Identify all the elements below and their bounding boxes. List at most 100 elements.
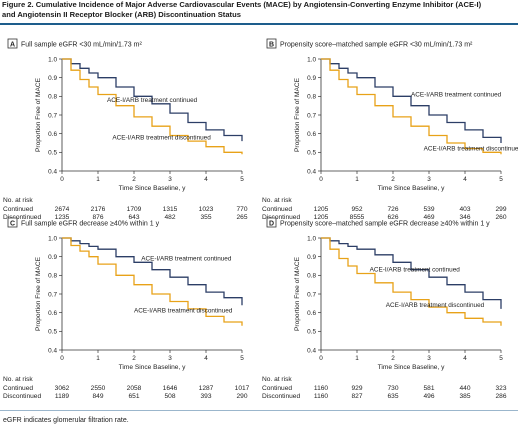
- footnote-rule: [0, 410, 518, 411]
- risk-value-continued: 1205: [314, 206, 329, 213]
- panel-title: Propensity score–matched sample eGFR <30…: [280, 41, 473, 48]
- panel-title: Full sample eGFR <30 mL/min/1.73 m²: [21, 41, 142, 48]
- risk-value-discontinued: 496: [423, 393, 434, 400]
- risk-value-discontinued: 827: [351, 393, 362, 400]
- risk-value-continued: 952: [351, 206, 362, 213]
- panel-letter-box: [7, 38, 18, 49]
- y-tick-label: 0.9: [307, 254, 316, 261]
- risk-value-discontinued: 876: [92, 214, 103, 221]
- panel-d: D Propensity score–matched sample eGFR de…: [259, 213, 517, 405]
- risk-row-label-discontinued: Discontinued: [3, 393, 41, 400]
- risk-value-continued: 2176: [91, 206, 106, 213]
- risk-value-discontinued: 1189: [55, 393, 70, 400]
- risk-value-discontinued: 1205: [314, 214, 329, 221]
- x-tick-label: 4: [463, 176, 467, 183]
- panel-c: C Full sample eGFR decrease ≥40% within 1…: [0, 213, 258, 405]
- risk-value-discontinued: 508: [164, 393, 175, 400]
- risk-row-label-continued: Continued: [3, 385, 33, 392]
- series-label: ACE-I/ARB treatment discontinued: [134, 308, 233, 315]
- panel-letter: B: [269, 41, 274, 48]
- y-tick-label: 0.6: [307, 310, 316, 317]
- y-tick-label: 1.0: [307, 56, 316, 63]
- risk-value-discontinued: 260: [495, 214, 506, 221]
- y-tick-label: 0.8: [48, 273, 57, 280]
- risk-value-discontinued: 385: [459, 393, 470, 400]
- x-tick-label: 1: [96, 176, 100, 183]
- risk-value-discontinued: 286: [495, 393, 506, 400]
- risk-value-continued: 299: [495, 206, 506, 213]
- x-tick-label: 4: [463, 355, 467, 362]
- x-tick-label: 0: [60, 355, 64, 362]
- risk-value-continued: 1709: [127, 206, 142, 213]
- panel-letter-box: [266, 38, 277, 49]
- y-tick-label: 0.8: [48, 94, 57, 101]
- y-axis-label: Proportion Free of MACE: [294, 77, 301, 152]
- series-line: [321, 58, 502, 155]
- x-tick-label: 0: [319, 176, 323, 183]
- risk-row-label-discontinued: Discontinued: [3, 214, 41, 221]
- risk-value-discontinued: 1235: [55, 214, 70, 221]
- risk-value-discontinued: 643: [128, 214, 139, 221]
- y-tick-label: 0.7: [307, 112, 316, 119]
- y-tick-label: 0.5: [48, 150, 57, 157]
- risk-header: No. at risk: [3, 197, 33, 204]
- risk-value-continued: 3062: [55, 385, 70, 392]
- series-label: ACE-I/ARB treatment discontinued: [424, 145, 518, 152]
- x-tick-label: 4: [204, 355, 208, 362]
- y-tick-label: 0.5: [307, 329, 316, 336]
- risk-value-discontinued: 635: [387, 393, 398, 400]
- y-tick-label: 0.9: [48, 254, 57, 261]
- x-tick-label: 1: [355, 176, 359, 183]
- risk-value-continued: 323: [495, 385, 506, 392]
- series-line: [321, 58, 502, 143]
- panel-b: B Propensity score–matched sample eGFR <3…: [259, 34, 518, 226]
- risk-value-continued: 929: [351, 385, 362, 392]
- series-line: [62, 237, 243, 326]
- risk-value-continued: 1646: [163, 385, 178, 392]
- y-tick-label: 0.5: [307, 150, 316, 157]
- series-line: [62, 58, 243, 155]
- x-tick-label: 2: [132, 355, 136, 362]
- risk-value-continued: 1315: [163, 206, 178, 213]
- panel-a: A Full sample eGFR <30 mL/min/1.73 m² 0.4 0…: [0, 34, 258, 226]
- risk-value-discontinued: 8555: [350, 214, 365, 221]
- risk-value-discontinued: 1160: [314, 393, 329, 400]
- x-tick-label: 1: [96, 355, 100, 362]
- x-axis-label: Time Since Baseline, y: [378, 185, 446, 192]
- x-tick-label: 5: [240, 355, 244, 362]
- y-axis-label: Proportion Free of MACE: [294, 256, 301, 331]
- risk-value-continued: 440: [459, 385, 470, 392]
- risk-value-continued: 2550: [91, 385, 106, 392]
- y-tick-label: 0.5: [48, 329, 57, 336]
- panel-title: Full sample eGFR decrease ≥40% within 1 …: [21, 220, 160, 227]
- risk-value-discontinued: 469: [423, 214, 434, 221]
- risk-value-continued: 2058: [127, 385, 142, 392]
- risk-row-label-discontinued: Discontinued: [262, 393, 300, 400]
- x-tick-label: 0: [319, 355, 323, 362]
- series-line: [321, 237, 502, 326]
- x-axis-label: Time Since Baseline, y: [378, 364, 446, 371]
- y-tick-label: 0.4: [48, 347, 57, 354]
- y-tick-label: 1.0: [48, 56, 57, 63]
- risk-value-continued: 403: [459, 206, 470, 213]
- risk-value-continued: 1017: [235, 385, 250, 392]
- risk-value-discontinued: 355: [200, 214, 211, 221]
- series-label: ACE-I/ARB treatment continued: [141, 255, 232, 262]
- panel-d-chart: D Propensity score–matched sample eGFR de…: [262, 217, 507, 400]
- panel-letter-box: [266, 217, 277, 228]
- x-axis-label: Time Since Baseline, y: [119, 364, 187, 371]
- risk-value-discontinued: 626: [387, 214, 398, 221]
- y-axis-label: Proportion Free of MACE: [35, 256, 42, 331]
- risk-value-discontinued: 265: [236, 214, 247, 221]
- series-label: ACE-I/ARB treatment discontinued: [112, 134, 211, 141]
- risk-value-discontinued: 482: [164, 214, 175, 221]
- x-tick-label: 4: [204, 176, 208, 183]
- y-tick-label: 1.0: [48, 235, 57, 242]
- risk-value-continued: 770: [236, 206, 247, 213]
- panel-b-chart: B Propensity score–matched sample eGFR <3…: [262, 38, 518, 221]
- y-tick-label: 0.7: [48, 112, 57, 119]
- panel-letter: A: [10, 41, 15, 48]
- risk-value-continued: 1287: [199, 385, 214, 392]
- risk-value-discontinued: 849: [92, 393, 103, 400]
- y-tick-label: 0.6: [307, 131, 316, 138]
